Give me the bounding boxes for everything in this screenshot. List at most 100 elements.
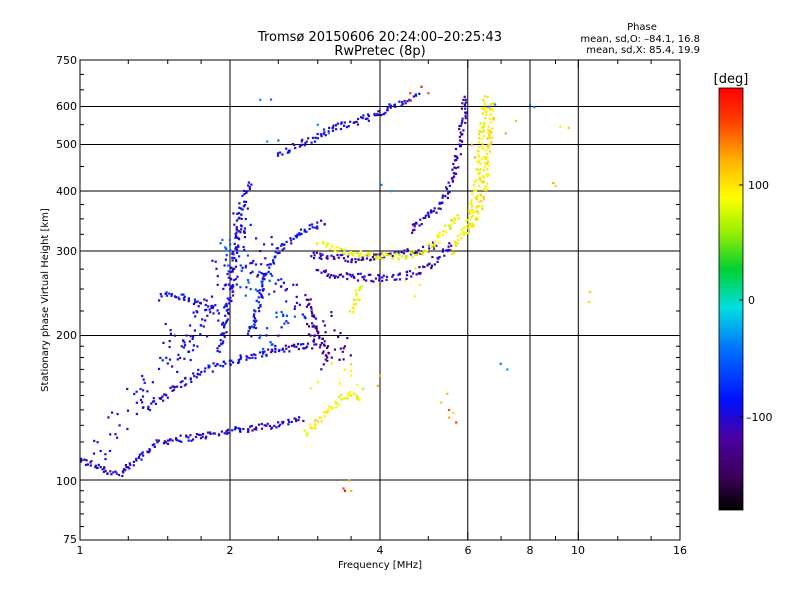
data-point	[242, 245, 245, 249]
data-point	[319, 254, 322, 258]
data-point	[154, 402, 157, 405]
data-point	[234, 265, 238, 268]
data-point	[260, 263, 263, 266]
data-point	[300, 232, 303, 235]
data-point	[466, 232, 469, 235]
data-point	[410, 275, 413, 278]
data-point	[215, 267, 218, 270]
data-point	[214, 260, 217, 263]
data-point	[488, 135, 491, 138]
data-point	[464, 117, 467, 120]
data-point	[341, 350, 344, 353]
data-point	[398, 278, 402, 281]
data-point	[216, 363, 219, 366]
data-point	[356, 279, 360, 282]
data-point	[285, 288, 288, 291]
data-point	[351, 273, 354, 276]
data-point	[189, 434, 192, 437]
data-point	[305, 305, 308, 308]
data-point	[228, 239, 231, 242]
data-point	[389, 190, 392, 193]
data-point	[299, 228, 302, 231]
data-point	[447, 245, 450, 248]
data-point	[294, 418, 297, 421]
data-point	[269, 272, 272, 275]
data-point	[247, 430, 250, 433]
data-point	[356, 395, 359, 398]
data-point	[338, 246, 341, 249]
data-points	[80, 85, 592, 555]
data-point	[464, 121, 467, 124]
data-point	[346, 392, 349, 395]
data-point	[251, 429, 254, 432]
data-point	[306, 342, 310, 345]
data-point	[311, 325, 314, 328]
data-point	[447, 191, 450, 194]
data-point	[247, 181, 250, 184]
data-point	[379, 374, 382, 377]
data-point	[470, 143, 473, 146]
data-point	[478, 176, 481, 179]
data-point	[400, 251, 403, 254]
data-point	[230, 278, 233, 281]
data-point	[338, 396, 341, 399]
data-point	[480, 145, 483, 148]
data-point	[223, 284, 226, 287]
data-point	[269, 341, 272, 344]
data-point	[237, 230, 240, 233]
data-point	[342, 347, 345, 350]
data-point	[494, 553, 496, 555]
data-point	[471, 192, 474, 195]
data-point	[231, 256, 234, 259]
data-point	[170, 293, 173, 296]
data-point	[152, 397, 155, 400]
data-point	[254, 357, 257, 360]
data-point	[492, 102, 495, 105]
data-point	[343, 249, 346, 252]
data-point	[454, 243, 457, 246]
data-point	[431, 264, 434, 267]
data-point	[251, 270, 254, 273]
data-point	[227, 311, 230, 314]
data-point	[486, 168, 489, 171]
data-point	[328, 276, 331, 279]
data-point	[352, 303, 356, 306]
data-point	[182, 293, 185, 296]
data-point	[295, 420, 298, 423]
data-point	[398, 273, 401, 276]
data-point	[227, 308, 230, 311]
data-point	[86, 463, 89, 466]
data-point	[468, 230, 471, 233]
data-point	[184, 376, 187, 379]
data-point	[233, 278, 236, 282]
data-point	[208, 365, 211, 368]
data-point	[160, 397, 163, 400]
data-point	[265, 424, 268, 427]
data-point	[277, 278, 280, 282]
data-point	[107, 416, 110, 419]
data-point	[312, 427, 315, 430]
data-point	[185, 334, 188, 337]
data-point	[261, 350, 264, 353]
data-point	[381, 276, 384, 279]
data-point	[206, 431, 210, 434]
data-point	[226, 432, 229, 435]
data-point	[318, 256, 321, 260]
data-point	[187, 297, 190, 300]
y-tick-label: 300	[56, 245, 77, 258]
data-point	[335, 128, 338, 131]
data-point	[324, 358, 327, 361]
data-point	[404, 255, 408, 258]
data-point	[246, 332, 250, 335]
data-point	[234, 278, 238, 281]
data-point	[176, 439, 179, 442]
data-point	[275, 316, 278, 319]
data-point	[465, 111, 468, 114]
x-tick-label: 16	[673, 544, 687, 557]
data-point	[287, 345, 290, 348]
data-point	[412, 250, 415, 253]
data-point	[484, 117, 487, 120]
data-point	[223, 326, 226, 329]
data-point	[492, 118, 495, 121]
data-point	[172, 388, 176, 391]
